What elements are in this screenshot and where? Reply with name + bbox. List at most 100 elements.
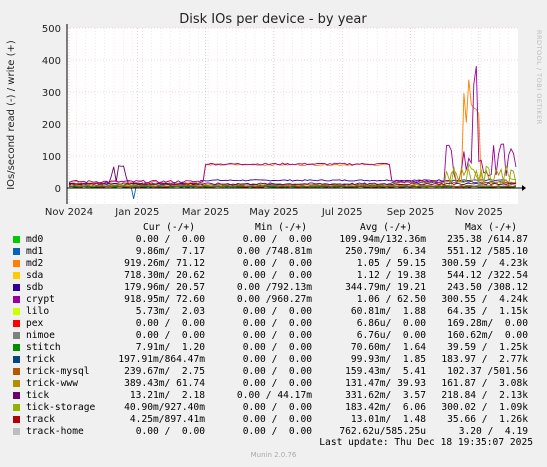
watermark: RRDTOOL / TOBI OETIKER [535, 30, 543, 125]
legend-min: 0.00 /960.27m [236, 294, 312, 305]
legend-cur: 919.26m/ 71.12 [124, 258, 205, 269]
legend-swatch [13, 344, 20, 351]
y-tick-label: 100 [42, 152, 61, 163]
legend-max: 35.66 / 1.26k [447, 414, 528, 425]
legend-min: 0.00 / 0.00 [242, 402, 312, 413]
legend-min: 0.00 / 0.00 [242, 234, 312, 245]
legend-avg: 60.81m/ 1.88 [350, 306, 426, 317]
legend-min: 0.00 / 0.00 [242, 426, 312, 437]
legend-avg: 159.43m/ 5.41 [345, 366, 426, 377]
legend-name: sdb [26, 282, 44, 293]
col-min: Min (-/+) [255, 222, 307, 233]
legend-min: 0.00 / 0.00 [242, 342, 312, 353]
legend-max: 160.62m/ 0.00 [447, 330, 528, 341]
legend-avg: 762.62u/585.25u [339, 426, 426, 437]
legend-min: 0.00 / 0.00 [242, 378, 312, 389]
legend-name: tick [26, 390, 50, 401]
legend-swatch [13, 416, 20, 423]
legend-name: tick-storage [26, 402, 96, 413]
legend-avg: 6.86u/ 0.00 [356, 318, 426, 329]
legend-cur: 197.91m/864.47m [118, 354, 205, 365]
legend-name: md2 [26, 258, 44, 269]
legend-min: 0.00 / 0.00 [242, 258, 312, 269]
legend-name: track [26, 414, 55, 425]
legend-swatch [13, 380, 20, 387]
legend-swatch [13, 284, 20, 291]
y-tick-label: 0 [55, 184, 61, 195]
legend-min: 0.00 / 0.00 [242, 318, 312, 329]
legend-avg: 99.93m/ 1.85 [350, 354, 426, 365]
legend-min: 0.00 /792.13m [236, 282, 312, 293]
y-tick-label: 300 [42, 88, 61, 99]
col-max: Max (-/+) [465, 222, 517, 233]
legend-swatch [13, 428, 20, 435]
legend-avg: 250.79m/ 6.34 [345, 246, 426, 257]
legend-name: trick [26, 354, 55, 365]
legend-cur: 13.21m/ 2.18 [129, 390, 205, 401]
legend-cur: 40.90m/927.40m [124, 402, 205, 413]
axes: 500 400 300 200 100 0 Nov 2024 Jan 2025 Mar 2025… [42, 24, 526, 218]
legend-swatch [13, 272, 20, 279]
legend-avg: 1.12 / 19.38 [356, 270, 426, 281]
legend-cur: 0.00 / 0.00 [135, 234, 205, 245]
legend-cur: 0.00 / 0.00 [135, 330, 205, 341]
legend-min: 0.00 / 0.00 [242, 414, 312, 425]
legend-avg: 344.79m/ 19.21 [345, 282, 426, 293]
legend-cur: 718.30m/ 20.62 [124, 270, 205, 281]
legend-avg: 70.60m/ 1.64 [350, 342, 426, 353]
legend-swatch [13, 236, 20, 243]
legend-max: 300.59 / 4.23k [441, 258, 528, 269]
legend-swatch [13, 320, 20, 327]
legend-avg: 1.06 / 62.50 [356, 294, 426, 305]
legend-cur: 9.86m/ 7.17 [135, 246, 205, 257]
x-tick-label: Nov 2025 [455, 207, 503, 218]
legend-max: 544.12 /322.54 [447, 270, 528, 281]
y-tick-label: 500 [42, 24, 61, 35]
legend-avg: 1.05 / 59.15 [356, 258, 426, 269]
col-cur: Cur (-/+) [143, 222, 195, 233]
legend-swatch [13, 356, 20, 363]
legend-name: stitch [26, 342, 61, 353]
legend-cur: 179.96m/ 20.57 [124, 282, 205, 293]
legend-cur: 7.91m/ 1.20 [135, 342, 205, 353]
legend-swatch [13, 368, 20, 375]
legend-avg: 109.94m/132.36m [339, 234, 426, 245]
legend-name: pex [26, 318, 44, 329]
x-tick-label: Nov 2024 [45, 207, 93, 218]
legend-name: track-home [26, 426, 84, 437]
legend-min: 0.00 / 0.00 [242, 270, 312, 281]
legend-max: 235.38 /614.87 [447, 234, 528, 245]
series-line-tick [68, 165, 517, 186]
legend-min: 0.00 / 0.00 [242, 306, 312, 317]
legend-min: 0.00 / 0.00 [242, 366, 312, 377]
legend-avg: 13.01m/ 1.48 [350, 414, 426, 425]
chart: Disk IOs per device - by year IOs/second… [6, 12, 526, 218]
x-tick-label: May 2025 [249, 207, 298, 218]
legend-name: sda [26, 270, 44, 281]
y-axis-label: IOs/second read (-) / write (+) [6, 40, 17, 190]
x-tick-label: Mar 2025 [182, 207, 230, 218]
legend-max: 3.20 / 4.19 [458, 426, 528, 437]
series-line-trick-mysql [68, 184, 517, 188]
legend-max: 300.02 / 1.09k [441, 402, 528, 413]
legend-cur: 0.00 / 0.00 [135, 318, 205, 329]
legend-min: 0.00 / 0.00 [242, 354, 312, 365]
legend-min: 0.00 /748.81m [236, 246, 312, 257]
legend-name: nimoe [26, 330, 55, 341]
col-avg: Avg (-/+) [360, 222, 412, 233]
legend-cur: 5.73m/ 2.03 [135, 306, 205, 317]
y-tick-label: 400 [42, 56, 61, 67]
legend-name: trick-mysql [26, 366, 90, 377]
legend-name: md1 [26, 246, 44, 257]
legend-max: 551.12 /585.10 [447, 246, 528, 257]
legend-swatch [13, 392, 20, 399]
legend-name: trick-www [26, 378, 78, 389]
last-update: Last update: Thu Dec 18 19:35:07 2025 [319, 437, 533, 448]
legend-swatch [13, 308, 20, 315]
legend-max: 243.50 /308.12 [447, 282, 528, 293]
legend-name: crypt [26, 294, 55, 305]
legend-swatch [13, 296, 20, 303]
legend-swatch [13, 248, 20, 255]
legend-avg: 183.42m/ 6.06 [345, 402, 426, 413]
x-tick-label: Jan 2025 [114, 207, 159, 218]
